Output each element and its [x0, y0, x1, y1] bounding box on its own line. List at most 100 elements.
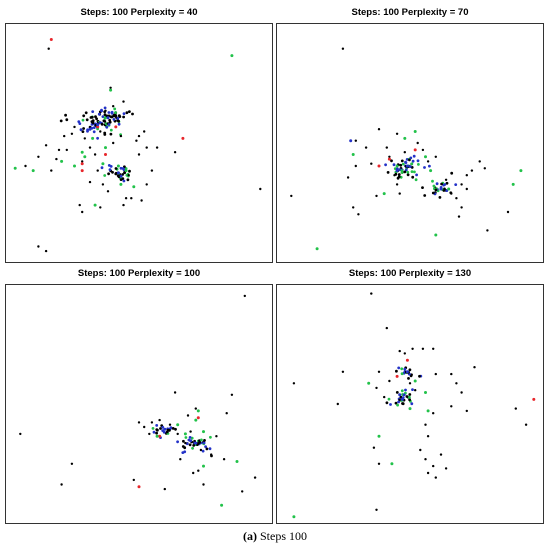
data-point-black: [112, 141, 115, 145]
cluster-point: [165, 430, 169, 434]
data-point-blue: [116, 171, 120, 175]
data-point-green: [101, 162, 105, 166]
data-point-black: [393, 174, 396, 177]
cluster-point: [399, 163, 403, 167]
cluster-point: [116, 117, 120, 120]
cluster-point: [107, 111, 111, 114]
data-point-black: [130, 197, 133, 200]
cluster-point: [408, 398, 411, 402]
data-point-black: [419, 448, 422, 452]
data-point-red: [395, 374, 399, 378]
data-point-black: [426, 435, 430, 438]
data-point-blue: [88, 127, 92, 131]
data-point-black: [230, 393, 234, 396]
data-point-black: [155, 146, 159, 149]
cluster-point: [103, 174, 107, 177]
data-point-black: [370, 292, 373, 295]
data-point-black: [388, 379, 391, 383]
cluster-point: [98, 121, 102, 124]
data-point-black: [150, 169, 154, 172]
cluster-point: [119, 178, 123, 182]
scatter-plot-1: [5, 23, 273, 263]
data-point-black: [210, 453, 213, 456]
data-point-black: [478, 160, 481, 163]
data-point-red: [49, 38, 53, 41]
data-point-black: [104, 109, 107, 113]
cluster-point: [184, 436, 188, 439]
data-point-black: [421, 148, 425, 152]
cluster-point: [91, 121, 95, 125]
data-point-black: [55, 157, 58, 161]
caption-label: (a): [242, 529, 257, 543]
data-point-black: [44, 144, 48, 147]
cluster-point: [386, 171, 390, 174]
cluster-point: [417, 163, 420, 166]
data-point-green: [202, 464, 205, 468]
data-point-black: [137, 134, 141, 138]
data-point-black: [341, 370, 345, 373]
cluster-point: [111, 170, 114, 174]
data-point-black: [259, 187, 262, 191]
cluster-point: [200, 438, 203, 442]
data-point-black: [173, 391, 177, 394]
cluster-point: [117, 119, 120, 123]
cluster-point: [387, 397, 391, 401]
cluster-point: [110, 115, 114, 119]
cluster-point: [415, 173, 418, 177]
cluster-point: [406, 173, 410, 177]
data-point-blue: [398, 393, 402, 397]
data-point-green: [367, 381, 371, 385]
data-point-black: [465, 187, 468, 191]
cluster-point: [188, 436, 192, 439]
data-point-green: [408, 407, 412, 411]
data-point-blue: [400, 397, 404, 401]
data-point-green: [447, 187, 451, 191]
cluster-point: [434, 188, 438, 192]
cluster-point: [103, 120, 107, 123]
data-point-black: [444, 178, 448, 181]
data-point-black: [434, 372, 437, 376]
cluster-point: [82, 114, 86, 118]
data-point-black: [173, 151, 177, 154]
plot-area-4: [292, 292, 536, 519]
cluster-point: [445, 189, 449, 193]
data-point-green: [119, 182, 123, 186]
cluster-point: [125, 111, 129, 115]
data-point-blue: [96, 123, 100, 127]
data-point-black: [290, 194, 293, 198]
cluster-point: [117, 122, 121, 126]
data-point-green: [155, 434, 159, 438]
data-point-black: [388, 155, 391, 158]
data-point-black: [70, 462, 74, 465]
cluster-point: [454, 183, 458, 187]
cluster-point: [126, 178, 130, 182]
cluster-point: [100, 109, 103, 113]
cluster-point: [156, 428, 159, 432]
cluster-point: [155, 431, 159, 435]
cluster-point: [122, 179, 126, 183]
scatter-plot-3: [5, 284, 273, 524]
data-point-red: [196, 416, 200, 420]
cluster-point: [404, 160, 407, 164]
cluster-point: [410, 170, 414, 174]
cluster-point: [410, 402, 414, 406]
cluster-point: [404, 388, 407, 392]
data-point-black: [421, 347, 425, 350]
data-point-green: [109, 88, 113, 92]
data-point-green: [434, 233, 438, 237]
cluster-point: [86, 129, 89, 133]
data-point-black: [364, 146, 368, 149]
data-point-black: [424, 458, 427, 461]
data-point-green: [426, 409, 430, 413]
data-point-black: [375, 508, 378, 511]
cluster-point: [400, 159, 404, 163]
data-point-black: [122, 203, 125, 207]
cluster-point: [183, 446, 187, 450]
data-point-black: [225, 412, 228, 415]
data-point-black: [192, 471, 195, 475]
cluster-point: [411, 159, 415, 163]
data-point-black: [88, 146, 92, 149]
cluster-point: [109, 132, 113, 136]
cluster-point: [395, 369, 398, 373]
cluster-point: [183, 450, 187, 454]
